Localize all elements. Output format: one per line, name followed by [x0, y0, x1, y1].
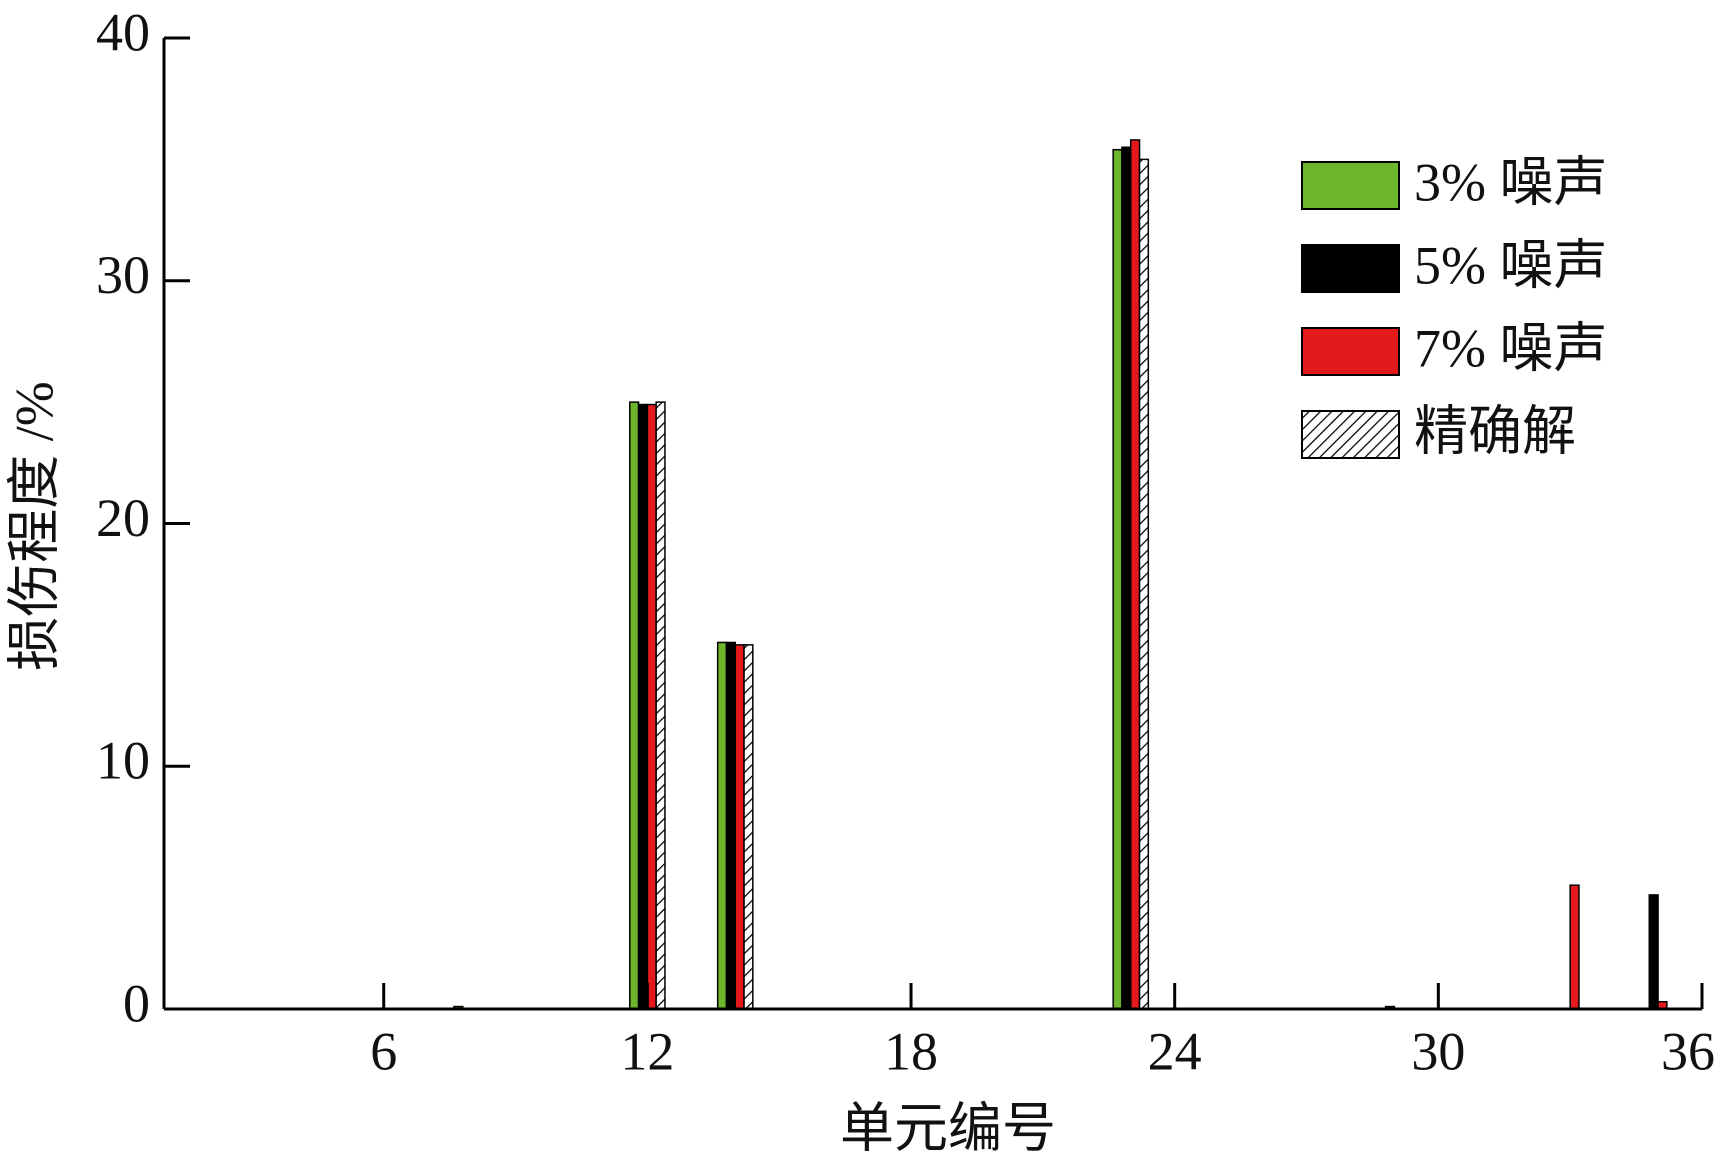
- bar: [637, 403, 649, 1010]
- legend-label: 5% 噪声: [1414, 235, 1607, 295]
- x-tick-label: 18: [884, 1021, 938, 1081]
- y-tick-label: 20: [96, 488, 150, 548]
- bar: [743, 644, 754, 1010]
- bar: [734, 644, 745, 1010]
- bar: [1129, 139, 1141, 1010]
- legend-label: 3% 噪声: [1414, 152, 1607, 212]
- bar: [1569, 884, 1580, 1010]
- x-tick-label: 24: [1148, 1021, 1202, 1081]
- y-tick-label: 30: [96, 245, 150, 305]
- bar: [1648, 894, 1659, 1010]
- legend-swatch: [1301, 244, 1400, 293]
- bar: [646, 403, 657, 1010]
- x-tick-label: 36: [1661, 1021, 1715, 1081]
- legend-label: 7% 噪声: [1414, 318, 1607, 378]
- legend-swatch: [1301, 410, 1400, 459]
- bar: [1121, 146, 1132, 1010]
- legend-swatch: [1301, 327, 1400, 376]
- legend-label: 精确解: [1414, 401, 1576, 461]
- legend-swatch: [1301, 161, 1400, 210]
- y-tick-label: 10: [96, 731, 150, 791]
- bar: [1138, 158, 1150, 1010]
- y-tick-label: 0: [123, 973, 150, 1033]
- bar: [1112, 148, 1123, 1010]
- bar: [655, 401, 666, 1010]
- bar: [629, 401, 640, 1010]
- x-tick-label: 12: [620, 1021, 674, 1081]
- y-axis-title: 损伤程度 /%: [4, 381, 64, 671]
- bar: [725, 641, 737, 1010]
- y-tick-label: 40: [96, 2, 150, 62]
- x-tick-label: 6: [370, 1021, 397, 1081]
- bar: [716, 641, 728, 1010]
- x-axis-title: 单元编号: [840, 1098, 1056, 1158]
- x-tick-label: 30: [1411, 1021, 1465, 1081]
